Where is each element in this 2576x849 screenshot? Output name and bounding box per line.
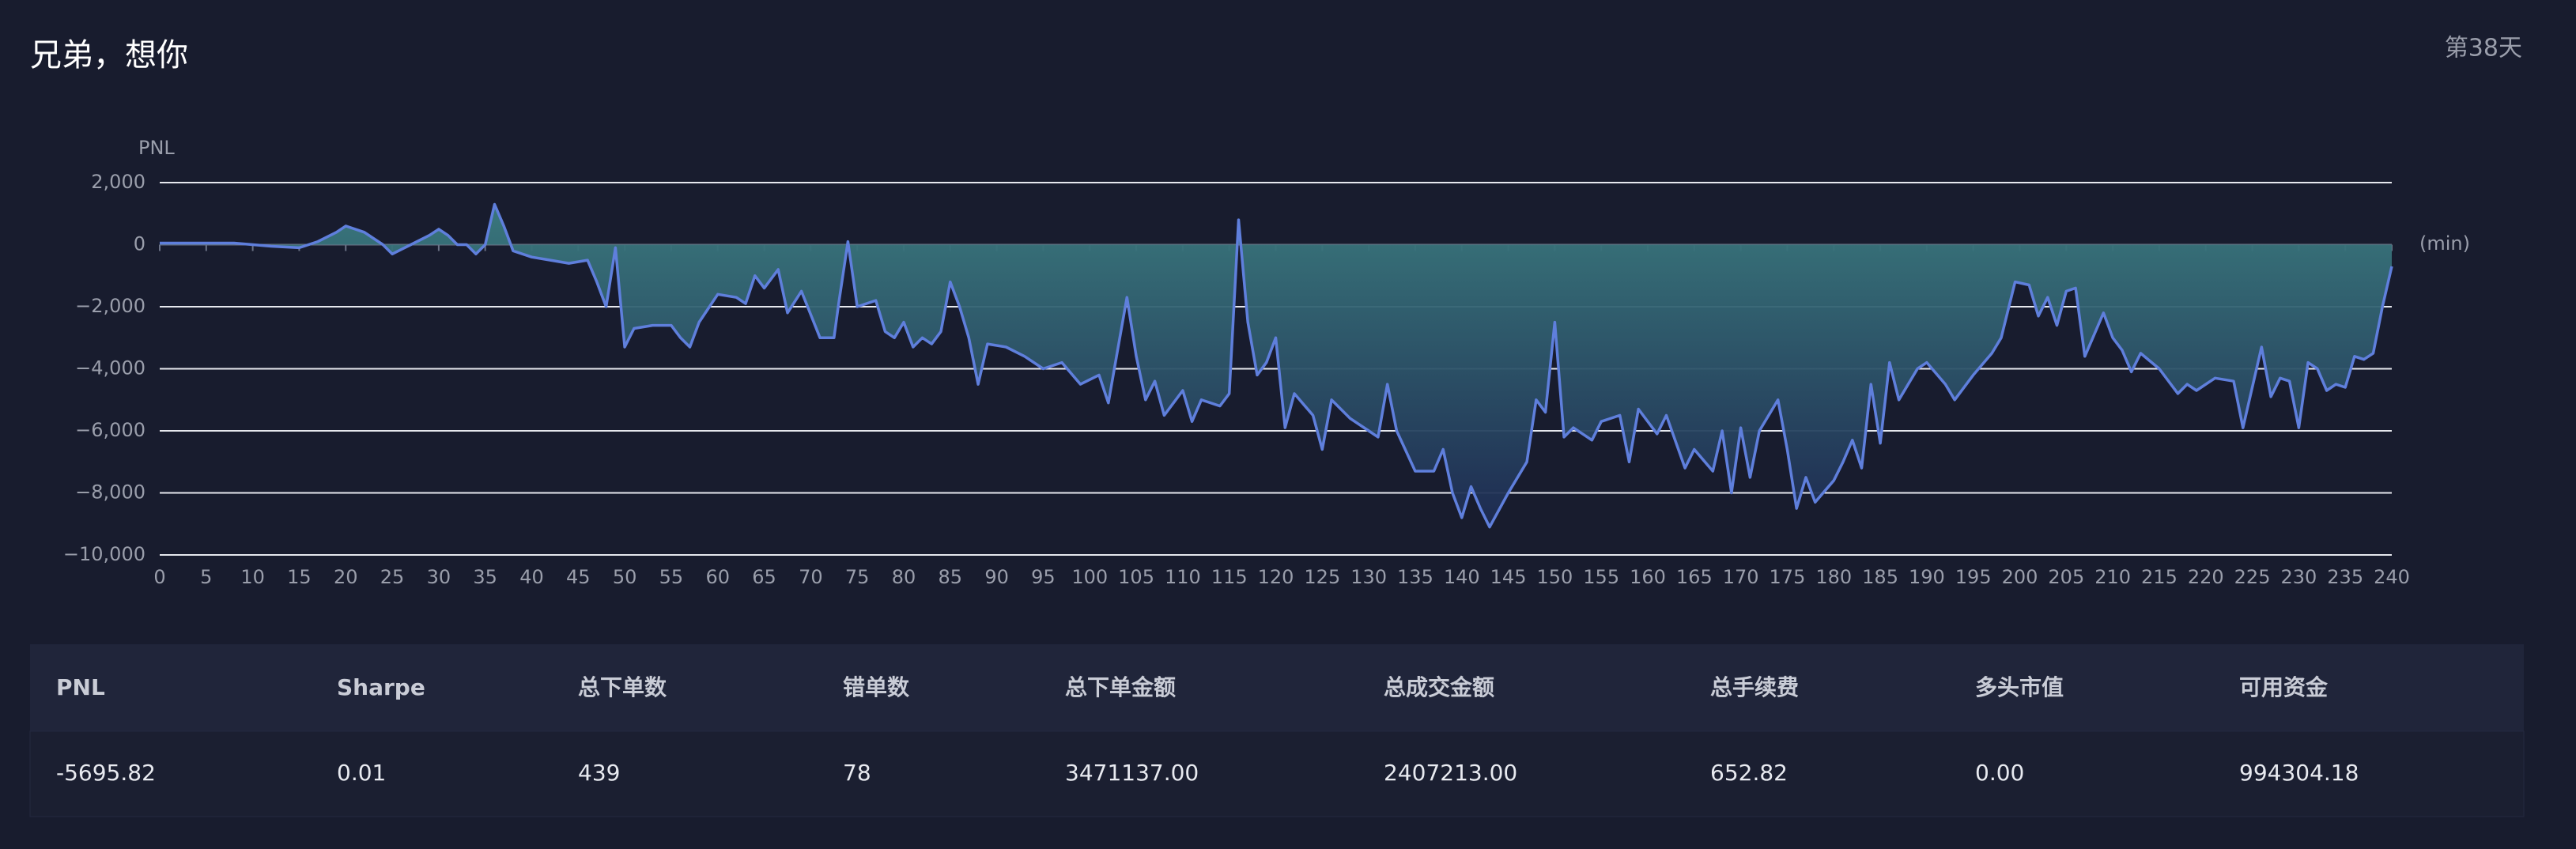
- y-axis-label: PNL: [138, 137, 175, 159]
- x-tick-label: 215: [2141, 566, 2178, 588]
- table-header: 总下单金额: [1065, 674, 1176, 700]
- x-tick-label: 240: [2374, 566, 2410, 588]
- x-tick-label: 95: [1031, 566, 1056, 588]
- table: PNL Sharpe 总下单数 错单数 总下单金额 总成交金额 总手续费 多头市值 可用资金 -5…: [56, 674, 2359, 786]
- y-tick-label: 2,000: [91, 171, 145, 193]
- y-tick-label: −8,000: [75, 481, 145, 504]
- x-tick-label: 60: [705, 566, 730, 588]
- x-tick-label: 165: [1676, 566, 1713, 588]
- table-cell: 0.00: [1975, 760, 2024, 786]
- x-tick-label: 225: [2234, 566, 2271, 588]
- table-cell: 994304.18: [2239, 760, 2359, 786]
- plot: −10,000 −8,000 −6,000 −4,000 −2,000 0 2,000 0 5 1…: [63, 171, 2410, 588]
- x-tick-label: 80: [892, 566, 916, 588]
- x-tick-label: 5: [200, 566, 212, 588]
- y-tick-label: 0: [134, 233, 145, 255]
- x-tick-label: 110: [1165, 566, 1201, 588]
- table-cell: 439: [578, 760, 620, 786]
- title: 兄弟，想你: [30, 37, 188, 74]
- y-tick-label: −2,000: [75, 295, 145, 317]
- table-cell: 0.01: [337, 760, 386, 786]
- line: [160, 202, 2393, 529]
- y-tick-label: −4,000: [75, 357, 145, 379]
- table-cell: 3471137.00: [1065, 760, 1199, 786]
- x-tick-label: 120: [1258, 566, 1294, 588]
- x-tick-label: 230: [2280, 566, 2317, 588]
- x-tick-label: 190: [1909, 566, 1945, 588]
- table-header: 总下单数: [578, 674, 667, 700]
- x-tick-label: 20: [334, 566, 358, 588]
- x-tick-label: 220: [2188, 566, 2224, 588]
- x-tick-label: 90: [984, 566, 1009, 588]
- table-header: Sharpe: [337, 674, 425, 700]
- table-header: 可用资金: [2239, 674, 2329, 700]
- table-body-bg: [29, 730, 2525, 817]
- x-tick-label: 0: [153, 566, 165, 588]
- x-axis-label: (min): [2419, 232, 2470, 255]
- x-tick-label: 150: [1536, 566, 1573, 588]
- table-cell: -5695.82: [56, 760, 156, 786]
- y-tick-label: −10,000: [63, 543, 145, 565]
- x-tick-label: 70: [799, 566, 823, 588]
- day-label: 第38天: [2445, 35, 2522, 62]
- x-tick-label: 65: [752, 566, 776, 588]
- x-tick-label: 10: [240, 566, 265, 588]
- x-tick-label: 170: [1723, 566, 1759, 588]
- x-tick-label: 185: [1862, 566, 1898, 588]
- x-tick-label: 40: [519, 566, 544, 588]
- x-tick-label: 200: [2002, 566, 2038, 588]
- table-header-bg: [30, 644, 2524, 731]
- x-tick-label: 175: [1770, 566, 1806, 588]
- x-tick-label: 210: [2094, 566, 2131, 588]
- table-cell: 78: [843, 760, 871, 786]
- x-tick-label: 105: [1118, 566, 1154, 588]
- table-header: 总手续费: [1710, 674, 1799, 700]
- x-tick-label: 55: [659, 566, 684, 588]
- table-header: 多头市值: [1975, 674, 2064, 700]
- x-tick-label: 75: [845, 566, 870, 588]
- table-header: 总成交金额: [1384, 674, 1494, 700]
- x-tick-label: 195: [1955, 566, 1992, 588]
- y-tick-label: −6,000: [75, 419, 145, 441]
- x-tick-label: 180: [1815, 566, 1852, 588]
- x-tick-label: 205: [2048, 566, 2084, 588]
- x-tick-label: 25: [380, 566, 405, 588]
- area: [160, 204, 2392, 527]
- table-cell: 652.82: [1710, 760, 1788, 786]
- x-tick-label: 15: [287, 566, 312, 588]
- x-tick-label: 125: [1304, 566, 1340, 588]
- x-tick-label: 160: [1630, 566, 1666, 588]
- x-tick-label: 115: [1211, 566, 1248, 588]
- x-tick-label: 145: [1490, 566, 1527, 588]
- x-tick-label: 100: [1071, 566, 1108, 588]
- x-tick-label: 155: [1583, 566, 1619, 588]
- x-tick-label: 135: [1397, 566, 1433, 588]
- x-tick-label: 45: [566, 566, 591, 588]
- x-tick-label: 235: [2327, 566, 2363, 588]
- x-tick-label: 50: [613, 566, 637, 588]
- x-tick-label: 140: [1444, 566, 1480, 588]
- x-tick-label: 130: [1350, 566, 1387, 588]
- table-header: 错单数: [843, 674, 910, 700]
- table-header: PNL: [56, 674, 105, 700]
- x-tick-label: 35: [473, 566, 497, 588]
- x-tick-label: 85: [939, 566, 963, 588]
- x-tick-label: 30: [427, 566, 451, 588]
- table-cell: 2407213.00: [1384, 760, 1517, 786]
